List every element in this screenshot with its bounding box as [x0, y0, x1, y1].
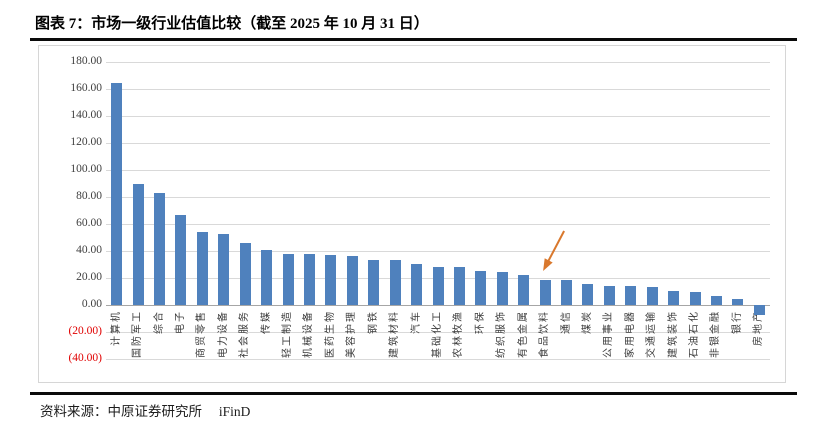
bar: [496, 272, 508, 305]
bar: [539, 280, 551, 305]
bar: [518, 275, 530, 305]
y-tick-label: 120.00: [70, 136, 102, 148]
y-tick-label: 20.00: [76, 271, 102, 283]
bar: [196, 231, 208, 305]
y-axis-labels: 180.00 160.00 140.00 120.00 100.00 80.00 60.00…: [28, 55, 102, 364]
y-tick-label: 160.00: [70, 82, 102, 94]
plot-area: 计算机 国防军工 综合 电子 商贸零售 电力设备 社会服务 传媒 轻工制造 机械设备 医药生物 美容护…: [106, 62, 770, 360]
gridline: [106, 62, 770, 63]
bar: [154, 193, 166, 305]
gridline: [106, 89, 770, 90]
bar: [753, 305, 765, 315]
gridline: [106, 143, 770, 144]
y-tick-label: 60.00: [76, 217, 102, 229]
bar: [710, 295, 722, 305]
page-title: 图表 7：市场一级行业估值比较（截至 2025 年 10 月 31 日）: [35, 16, 429, 32]
bar: [411, 263, 423, 305]
y-tick-label: 140.00: [70, 109, 102, 121]
y-tick-label: 40.00: [76, 244, 102, 256]
bar: [239, 242, 251, 305]
bar: [218, 234, 230, 305]
bar: [646, 286, 658, 305]
y-tick-label: 80.00: [76, 190, 102, 202]
bar: [603, 285, 615, 305]
bar: [325, 254, 337, 305]
annotation-arrow: [543, 230, 565, 272]
gridline: [106, 197, 770, 198]
bar: [732, 299, 744, 305]
bar: [282, 254, 294, 305]
bar: [625, 286, 637, 305]
gridline: [106, 116, 770, 117]
y-tick-label: (20.00): [68, 325, 102, 337]
bar: [561, 280, 573, 305]
gridline: [106, 332, 770, 333]
bar: [111, 83, 123, 305]
bar: [689, 292, 701, 305]
bar: [668, 290, 680, 305]
gridline: [106, 359, 770, 360]
bar: [346, 255, 358, 305]
footer-divider: [30, 392, 797, 395]
bar: [303, 254, 315, 305]
bar: [453, 266, 465, 305]
gridline: [106, 170, 770, 171]
bar: [582, 283, 594, 305]
y-tick-label: 0.00: [81, 298, 102, 310]
bar: [475, 270, 487, 305]
bar: [175, 214, 187, 305]
y-tick-label: 100.00: [70, 163, 102, 175]
bar: [389, 260, 401, 305]
gridline: [106, 251, 770, 252]
bar: [368, 259, 380, 305]
y-tick-label: (40.00): [68, 352, 102, 364]
gridline: [106, 224, 770, 225]
title-divider: [30, 38, 797, 41]
bar: [132, 184, 144, 305]
y-tick-label: 180.00: [70, 55, 102, 67]
source-note: 资料来源：中原证券研究所 iFinD: [40, 404, 251, 419]
bar: [432, 266, 444, 305]
category-axis-line: [106, 305, 770, 306]
bar: [261, 250, 273, 305]
